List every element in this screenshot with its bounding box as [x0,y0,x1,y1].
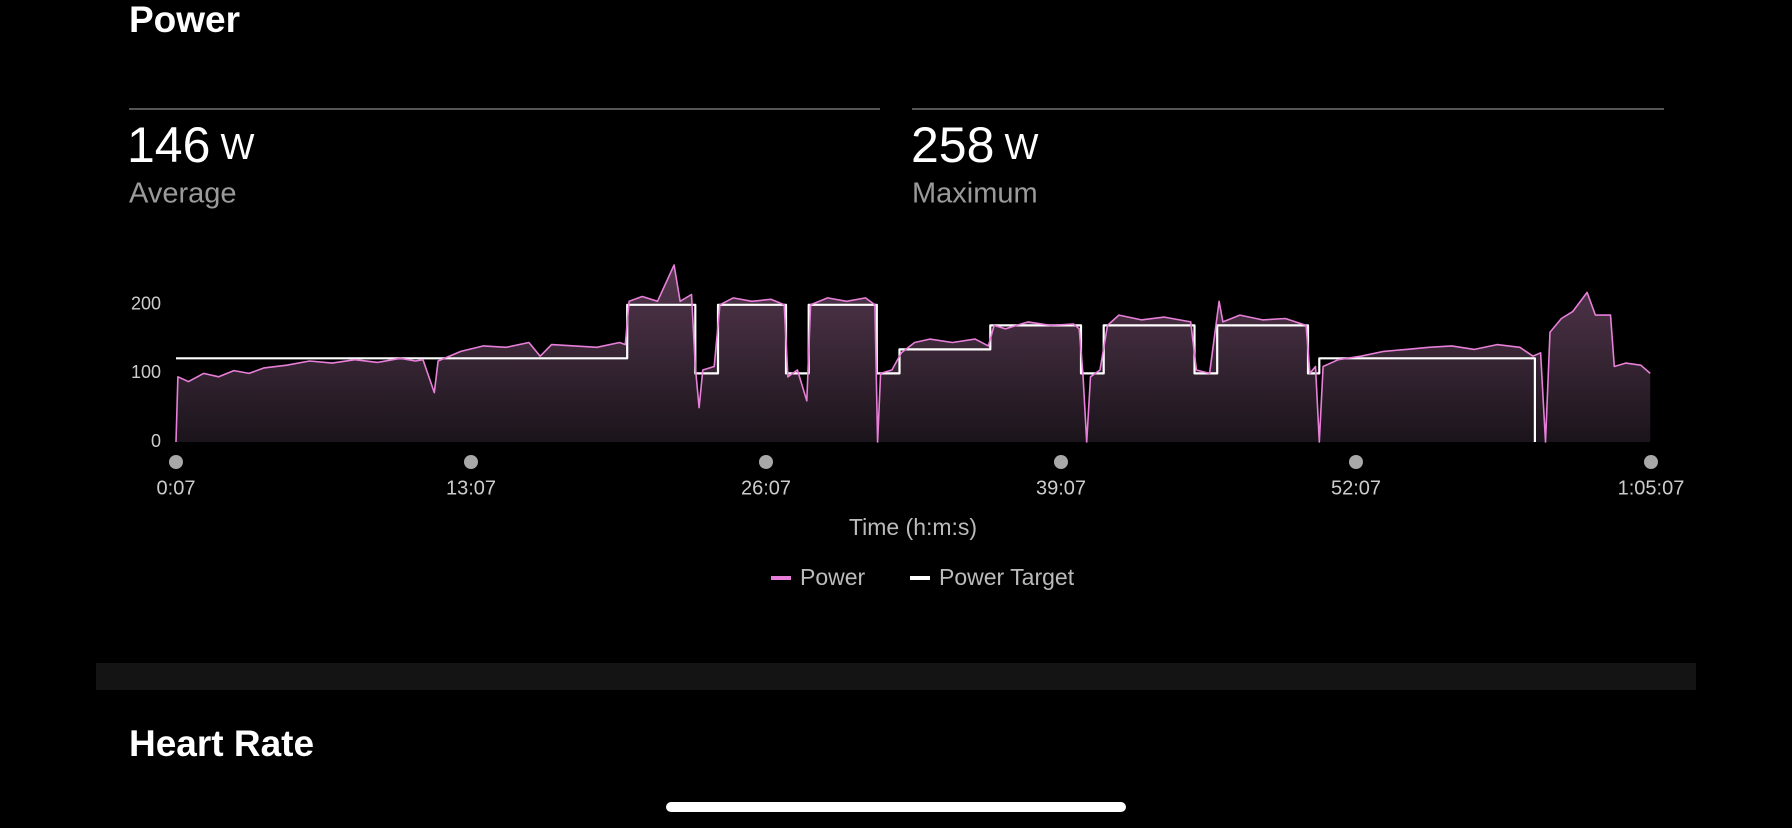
legend-label: Power Target [939,564,1075,590]
x-tick-dot [169,455,183,469]
x-tick-dot [759,455,773,469]
stat-number: 258 [911,117,994,173]
stat-unit: W [1004,126,1038,167]
x-tick-label: 13:07 [446,477,496,499]
stat-value: 146 W [127,117,254,173]
series-line [175,264,1651,443]
section-title: Power [129,0,240,40]
series-line [176,303,1536,442]
y-tick-label: 200 [131,294,161,314]
y-tick-label: 0 [151,431,161,451]
separator-band [96,663,1696,690]
legend-label: Power [800,564,866,590]
x-tick-label: 52:07 [1331,477,1381,499]
x-tick-label: 39:07 [1036,477,1086,499]
x-tick-dot [464,455,478,469]
home-indicator [666,802,1126,812]
stat-unit: W [220,126,254,167]
section-title: Heart Rate [129,723,314,764]
stat-number: 146 [127,117,210,173]
x-tick-dot [1349,455,1363,469]
x-tick-dot [1644,455,1658,469]
x-tick-dot [1054,455,1068,469]
x-tick-label: 0:07 [157,477,196,499]
stat-label: Average [129,178,237,210]
stat-label: Maximum [912,178,1038,210]
x-tick-label: 26:07 [741,477,791,499]
stat-value: 258 W [911,117,1038,173]
y-tick-label: 100 [131,362,161,382]
x-axis-label: Time (h:m:s) [849,514,977,540]
area-fill [176,265,1651,442]
x-tick-label: 1:05:07 [1618,477,1685,499]
